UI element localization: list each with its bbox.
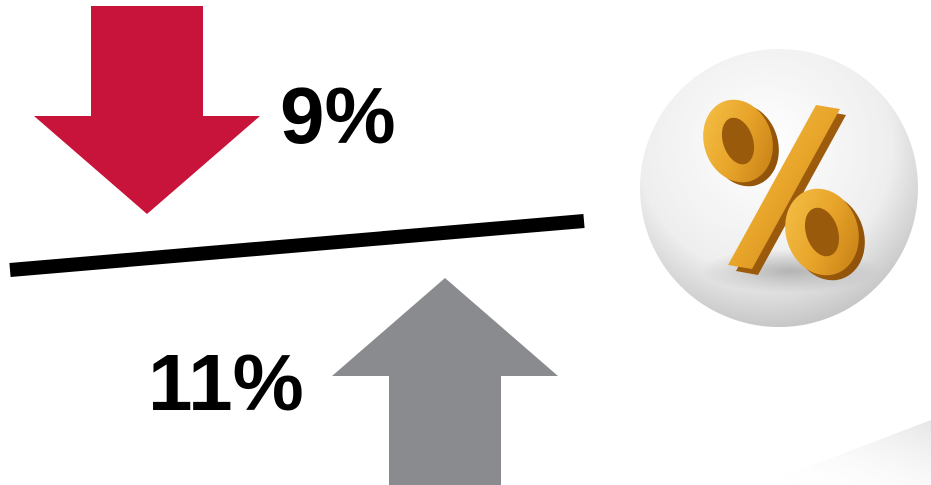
decrease-percentage: 9% [280,71,396,160]
increase-percentage: 11% [148,338,304,427]
up-arrow-shape [332,278,558,485]
down-arrow-shape [34,6,260,214]
percent-sign-icon [640,49,918,327]
down-arrow-icon [34,6,260,214]
up-arrow-icon [332,278,558,485]
